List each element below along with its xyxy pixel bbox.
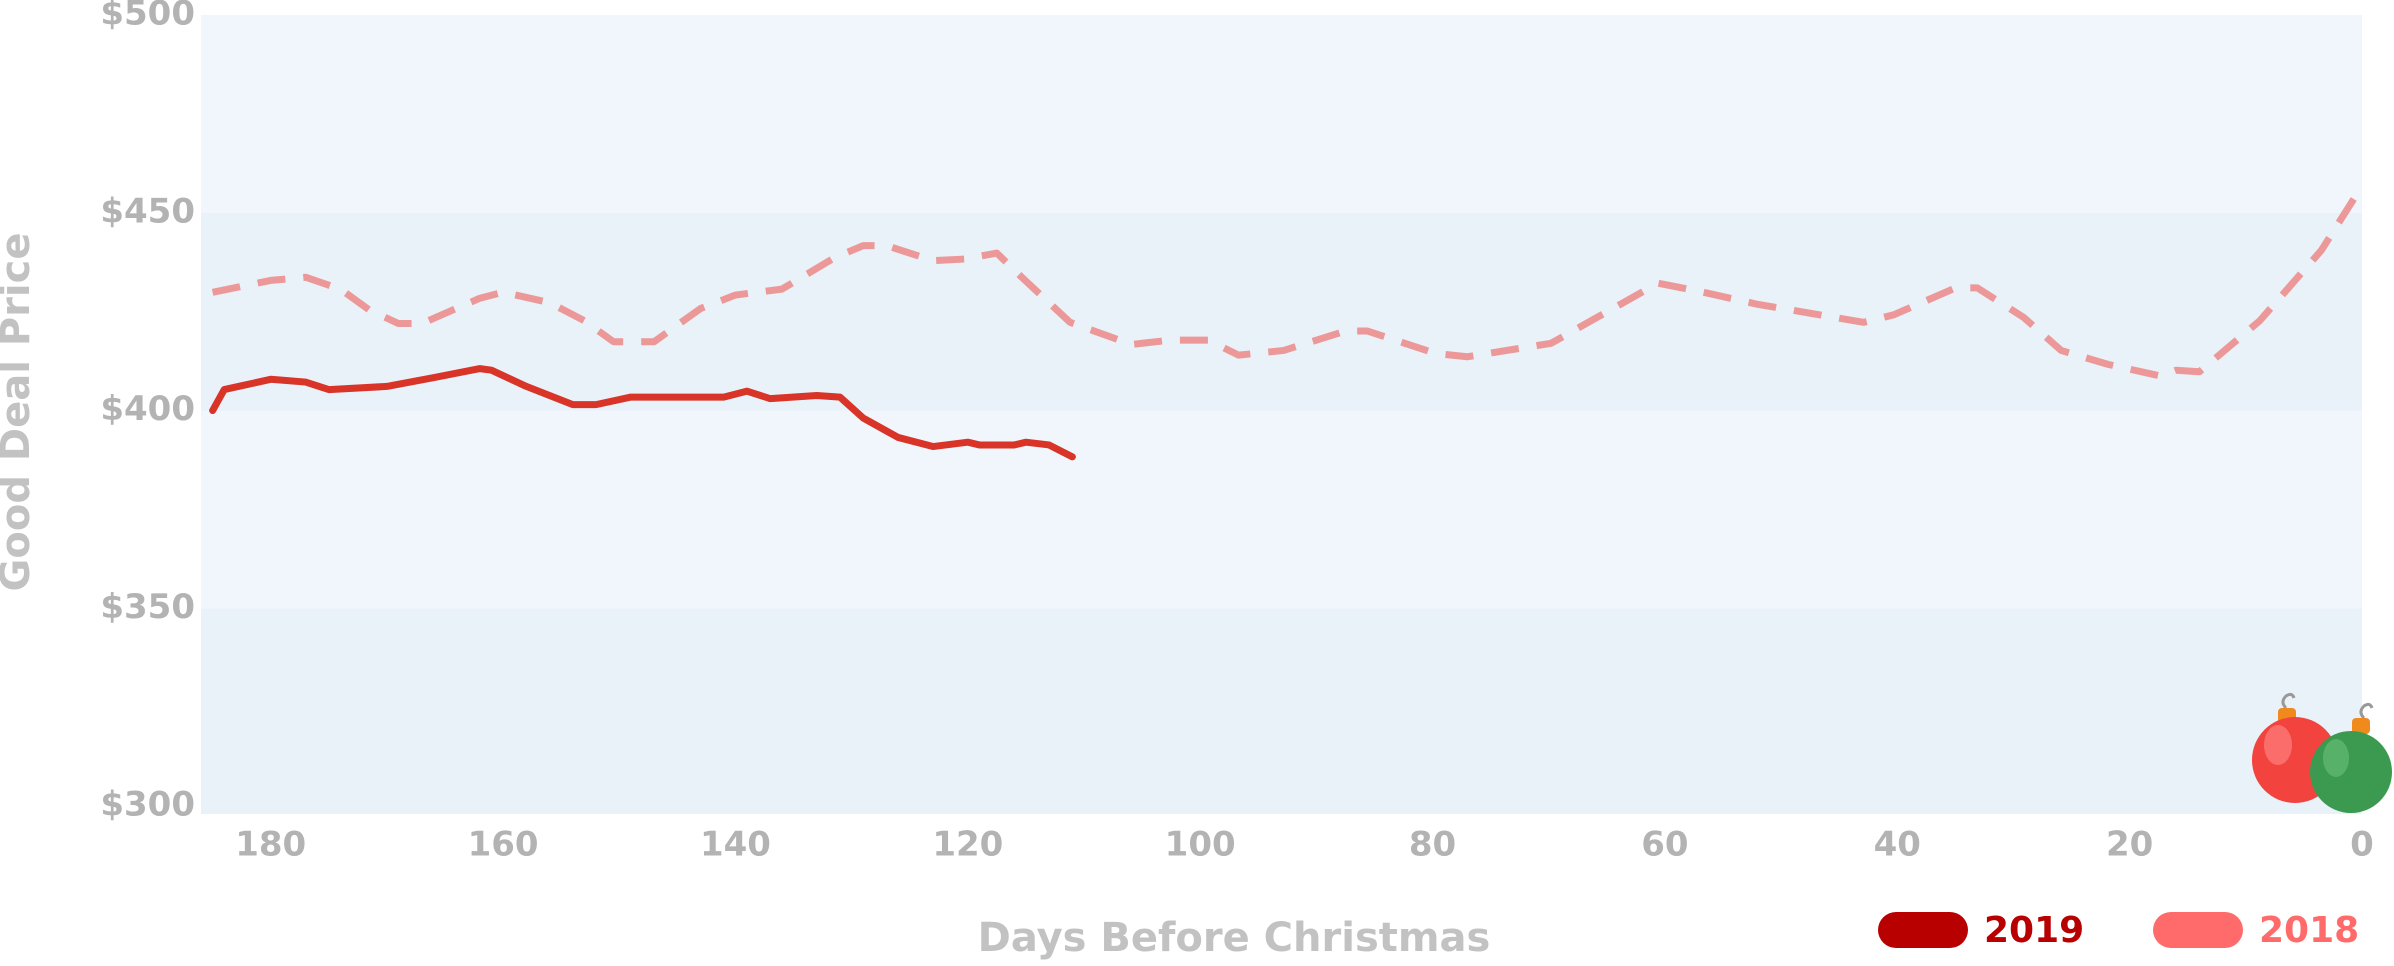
x-tick-label: 100 <box>1165 825 1236 865</box>
ornaments <box>2252 692 2392 813</box>
x-tick-label: 120 <box>932 825 1003 865</box>
y-tick-label: $300 <box>100 785 195 825</box>
y-axis-title: Good Deal Price <box>0 233 39 592</box>
y-tick-label: $500 <box>100 0 195 34</box>
ornament-hook <box>2281 692 2296 710</box>
x-tick-label: 160 <box>468 825 539 865</box>
series-line <box>211 184 2365 380</box>
ornament-cap <box>2352 718 2370 734</box>
x-axis-title: Days Before Christmas <box>978 915 1491 961</box>
background-bands <box>201 15 2362 814</box>
legend-label: 2018 <box>2259 910 2359 951</box>
grid-band <box>201 410 2362 609</box>
grid-band <box>201 608 2362 814</box>
ornament-shine <box>2323 739 2349 777</box>
ornament-shine <box>2264 725 2292 765</box>
x-tick-label: 20 <box>2106 825 2153 865</box>
legend-label: 2019 <box>1984 910 2084 951</box>
y-tick-label: $400 <box>100 389 195 429</box>
y-tick-label: $450 <box>100 191 195 231</box>
x-tick-label: 0 <box>2350 825 2374 865</box>
x-tick-label: 140 <box>700 825 771 865</box>
grid-band <box>201 212 2362 411</box>
x-tick-label: 60 <box>1641 825 1688 865</box>
legend: 2019 2018 <box>1878 910 2359 951</box>
ornament-green <box>2310 731 2392 813</box>
x-tick-label: 80 <box>1409 825 1456 865</box>
legend-swatch <box>2153 912 2243 948</box>
series-line <box>209 365 1076 461</box>
x-tick-label: 40 <box>1874 825 1921 865</box>
x-tick-label: 180 <box>235 825 306 865</box>
y-tick-label: $350 <box>100 587 195 627</box>
grid-band <box>201 15 2362 213</box>
legend-swatch <box>1878 912 1968 948</box>
ornament-hook <box>2359 702 2374 720</box>
plot-lines <box>209 184 2365 461</box>
